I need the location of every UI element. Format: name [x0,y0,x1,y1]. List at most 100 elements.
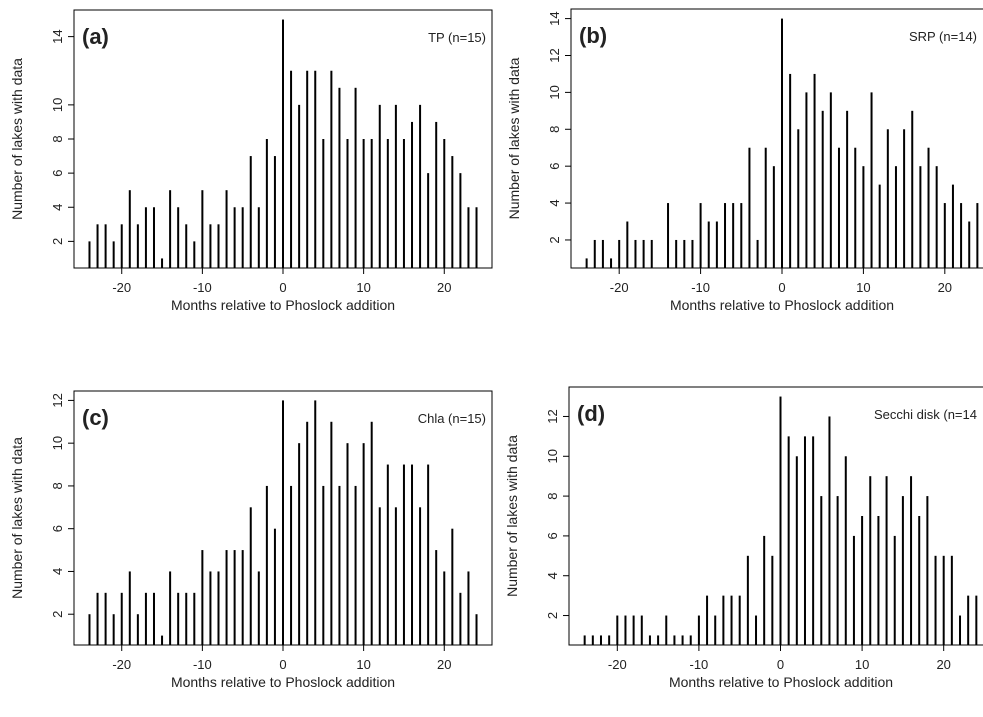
bar [152,207,155,268]
x-tick-label: -20 [112,657,131,672]
bar [402,464,405,645]
bar [715,221,718,268]
bar [144,207,147,268]
bar [795,456,798,645]
x-tick-label: 20 [938,280,952,295]
bar [346,139,349,268]
bar [467,207,470,268]
y-tick-label: 2 [50,611,65,618]
panel: -20 -10 0 10 20 2 4 6 8 10 14 Months relative to Ph… [9,9,493,313]
annotation: Chla (n=15) [418,411,486,426]
bar [632,615,635,645]
bar [475,614,478,645]
x-tick-label: -20 [608,657,627,672]
bar [112,614,115,645]
bar [241,550,244,645]
bar [927,147,930,268]
annotation: SRP (n=14) [909,29,977,44]
bar [322,139,325,268]
bar [459,592,462,645]
bar [128,571,131,645]
bar [370,421,373,645]
y-tick-label: 10 [547,85,562,99]
bar [104,592,107,645]
y-tick-label: 10 [50,436,65,450]
plot-frame [568,386,983,646]
bar [459,173,462,268]
bar [624,615,627,645]
bar [112,241,115,268]
x-tick-label: 10 [356,280,370,295]
bar [201,190,204,268]
bar [634,239,637,268]
y-tick-label: 2 [545,612,560,619]
bar [394,507,397,645]
bar [934,555,937,645]
bar [763,535,766,645]
bar [975,595,978,645]
bar [722,595,725,645]
bar [290,485,293,645]
bar [852,535,855,645]
bar [610,258,613,268]
bar [451,528,454,645]
bar [697,615,700,645]
bar [657,635,660,645]
x-tick-label: 0 [777,657,784,672]
bar [362,443,365,645]
bar [968,221,971,268]
bar [378,104,381,268]
bar [805,92,808,268]
bar [665,615,668,645]
bar [967,595,970,645]
bar [894,166,897,268]
x-tick-label: 20 [936,657,950,672]
bar [96,224,99,268]
bar [976,203,979,268]
x-tick-label: 10 [856,280,870,295]
bar [88,614,91,645]
bar [443,571,446,645]
bar [861,516,864,645]
y-axis-label: Number of lakes with data [506,57,522,219]
bar [706,595,709,645]
bar [169,190,172,268]
bar [885,476,888,645]
panel-label: (b) [579,23,607,48]
panel: -20 -10 0 10 20 2 4 6 8 10 12 Months relative to Ph… [504,386,983,690]
bar [593,239,596,268]
x-tick-label: 20 [437,657,451,672]
bar [738,595,741,645]
bar [306,70,309,268]
x-tick-label: -20 [610,280,629,295]
y-tick-label: 8 [50,482,65,489]
bar [707,221,710,268]
bar [869,476,872,645]
bar [282,400,284,645]
bar [120,592,123,645]
bar [411,121,414,268]
bar [169,571,172,645]
bar [225,190,228,268]
bar [177,592,180,645]
bar [201,550,204,645]
bar [120,224,123,268]
bar [764,147,767,268]
bar [265,139,268,268]
bar [820,496,823,645]
bar [249,507,252,645]
bar [290,70,293,268]
bar [330,421,333,645]
bar [338,87,341,268]
annotation: Secchi disk (n=14 [874,407,977,422]
bar [812,436,815,645]
bar [161,258,164,268]
bar [177,207,180,268]
bar [755,615,758,645]
y-tick-label: 4 [547,199,562,206]
bar [322,485,325,645]
annotation: TP (n=15) [428,30,486,45]
bar [306,421,309,645]
y-tick-label: 4 [545,572,560,579]
y-tick-label: 6 [547,163,562,170]
